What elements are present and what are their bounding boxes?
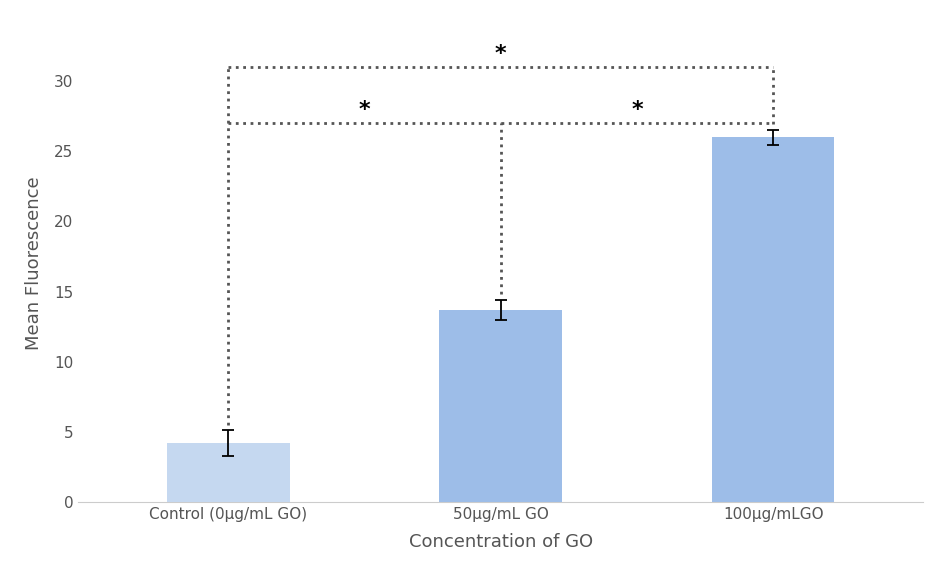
Y-axis label: Mean Fluorescence: Mean Fluorescence bbox=[25, 177, 43, 350]
Bar bbox=[167, 443, 289, 502]
Bar bbox=[439, 310, 562, 502]
Text: *: * bbox=[495, 44, 506, 65]
Text: *: * bbox=[358, 100, 371, 120]
X-axis label: Concentration of GO: Concentration of GO bbox=[409, 533, 592, 551]
Text: *: * bbox=[631, 100, 643, 120]
Bar bbox=[712, 137, 834, 502]
